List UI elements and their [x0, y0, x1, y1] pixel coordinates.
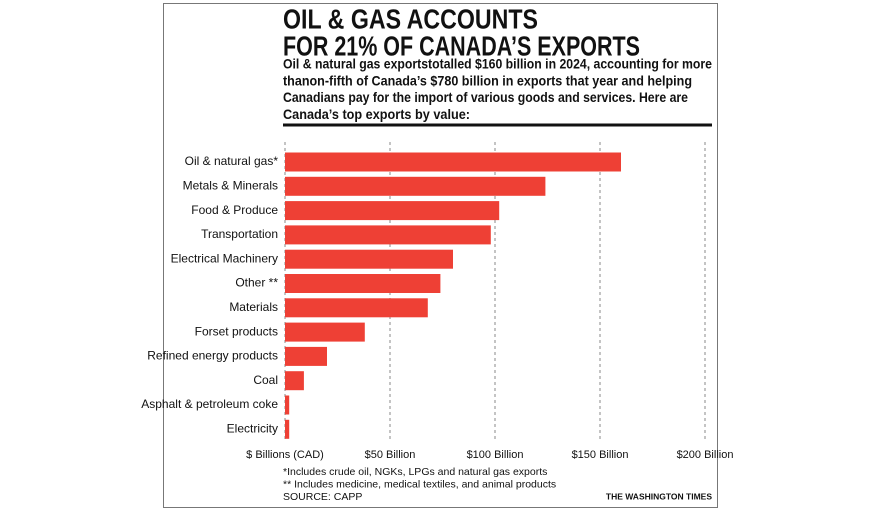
bar — [285, 298, 428, 318]
credit: THE WASHINGTON TIMES — [606, 491, 712, 501]
x-tick-label: $150 Billion — [572, 449, 629, 461]
bar — [285, 346, 327, 366]
bar — [285, 274, 441, 293]
footnote: SOURCE: CAPP — [283, 491, 362, 503]
x-tick-label: $50 Billion — [365, 449, 416, 461]
x-tick-label: $100 Billion — [467, 449, 524, 461]
y-tick-label: Transportation — [201, 227, 278, 241]
bar — [285, 176, 546, 196]
bar — [285, 201, 500, 221]
bar — [285, 395, 290, 415]
y-tick-label: Materials — [229, 300, 278, 314]
bar — [285, 371, 304, 391]
bar — [285, 419, 290, 439]
bar — [285, 249, 453, 269]
subtitle: thanon-fifth of Canada’s $780 billion in… — [283, 72, 692, 88]
subtitle: Oil & natural gas exportstotalled $160 b… — [283, 56, 712, 72]
y-tick-label: Asphalt & petroleum coke — [141, 397, 278, 411]
x-tick-label: $ Billions (CAD) — [246, 449, 324, 461]
chart-title: FOR 21% OF CANADA’S EXPORTS — [283, 30, 640, 61]
subtitle: Canadians pay for the import of various … — [283, 89, 688, 105]
bar — [285, 225, 491, 245]
y-tick-label: Food & Produce — [191, 203, 278, 217]
chart-title: OIL & GAS ACCOUNTS — [283, 3, 538, 34]
bar — [285, 322, 365, 342]
y-tick-label: Coal — [253, 373, 278, 387]
subtitle: Canada’s top exports by value: — [283, 106, 470, 122]
y-tick-label: Electricity — [227, 421, 278, 435]
y-tick-label: Refined energy products — [147, 349, 278, 363]
footnote: *Includes crude oil, NGKs, LPGs and natu… — [283, 466, 547, 478]
bar — [285, 152, 621, 172]
y-tick-label: Electrical Machinery — [171, 251, 278, 265]
x-tick-label: $200 Billion — [677, 449, 734, 461]
y-tick-label: Metals & Minerals — [183, 178, 278, 192]
footnote: ** Includes medicine, medical textiles, … — [283, 478, 556, 490]
y-tick-label: Oil & natural gas* — [185, 154, 279, 168]
y-tick-label: Forset products — [195, 324, 278, 338]
y-tick-label: Other ** — [235, 276, 278, 290]
